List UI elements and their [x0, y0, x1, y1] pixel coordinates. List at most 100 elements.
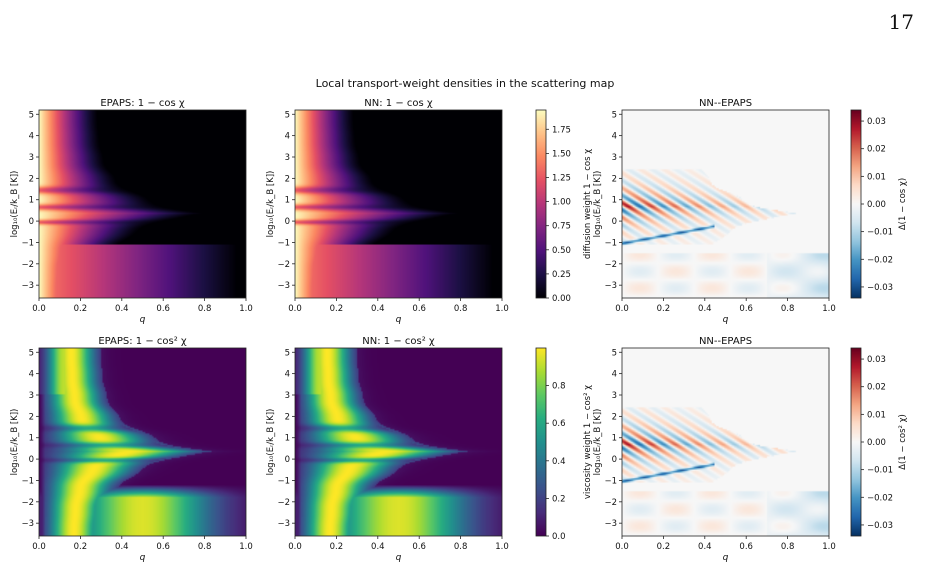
x-tick-label: 0.6: [739, 542, 753, 552]
y-tick-label: 4: [612, 132, 617, 142]
y-tick-label: −3: [604, 519, 617, 529]
y-tick-label: 5: [29, 110, 34, 120]
x-axis-label: q: [396, 315, 402, 325]
x-tick-label: 0.2: [657, 542, 671, 552]
colorbar-tick-label: 0.50: [552, 246, 571, 256]
x-tick-label: 0.0: [615, 542, 629, 552]
colorbar-5: [851, 348, 861, 536]
y-tick-label: 4: [29, 132, 34, 142]
plot-title: NN: 1 − cos χ: [364, 98, 433, 109]
y-tick-label: 5: [29, 348, 34, 358]
x-axis-label: q: [396, 553, 402, 563]
colorbar-label: Δ(1 − cos χ): [898, 178, 908, 230]
x-tick-label: 0.8: [781, 542, 795, 552]
y-tick-label: 2: [285, 412, 290, 422]
colorbar-tick-label: 0.00: [867, 438, 886, 448]
y-tick-label: 3: [612, 153, 617, 163]
y-tick-label: 3: [29, 391, 34, 401]
colorbar-1: [536, 110, 546, 298]
y-tick-label: −2: [604, 498, 617, 508]
y-tick-label: 5: [285, 110, 290, 120]
x-tick-label: 1.0: [495, 542, 509, 552]
x-tick-label: 0.2: [74, 304, 88, 314]
y-tick-label: −1: [277, 238, 290, 248]
plot-title: NN: 1 − cos² χ: [362, 336, 435, 347]
x-tick-label: 0.4: [115, 542, 129, 552]
x-axis-label: q: [140, 553, 146, 563]
y-tick-label: 5: [285, 348, 290, 358]
y-tick-label: 4: [612, 370, 617, 380]
heatmap-image-5: [622, 348, 829, 536]
y-tick-label: 0: [285, 455, 290, 465]
y-tick-label: −3: [21, 281, 34, 291]
plot-frame-1: [294, 109, 503, 299]
y-axis-label: log₁₀(Eᵣ/k_B [K]): [266, 409, 276, 476]
x-tick-label: 0.6: [739, 304, 753, 314]
colorbar-tick-label: 0.02: [867, 145, 886, 155]
colorbar-tick-label: −0.03: [867, 283, 893, 293]
x-axis-label: q: [723, 315, 729, 325]
x-tick-label: 0.6: [412, 542, 426, 552]
x-tick-label: 1.0: [239, 542, 253, 552]
x-tick-label: 0.0: [32, 304, 46, 314]
y-axis-label: log₁₀(Eᵣ/k_B [K]): [10, 171, 20, 238]
x-tick-label: 1.0: [495, 304, 509, 314]
heatmap-image-1: [295, 110, 502, 298]
y-tick-label: 0: [612, 455, 617, 465]
colorbar-2: [851, 110, 861, 298]
x-tick-label: 0.4: [371, 304, 385, 314]
colorbar-tick-label: 0.02: [867, 383, 886, 393]
colorbar-tick-label: 0.6: [552, 419, 566, 429]
y-tick-label: 2: [612, 174, 617, 184]
colorbar-tick-label: 1.75: [552, 125, 571, 135]
heatmap-image-3: [39, 348, 246, 536]
x-tick-label: 0.8: [454, 542, 468, 552]
colorbar-tick-label: 1.25: [552, 173, 571, 183]
colorbar-tick-label: 0.25: [552, 270, 571, 280]
y-axis-label: log₁₀(Eᵣ/k_B [K]): [266, 171, 276, 238]
y-tick-label: 1: [29, 434, 34, 444]
x-tick-label: 1.0: [822, 304, 836, 314]
y-tick-label: −2: [604, 260, 617, 270]
y-tick-label: −3: [277, 519, 290, 529]
colorbar-label: diffusion weight 1 − cos χ: [583, 149, 593, 259]
heatmap-image-4: [295, 348, 502, 536]
x-tick-label: 0.2: [330, 304, 344, 314]
y-tick-label: 2: [29, 412, 34, 422]
figure-suptitle: Local transport-weight densities in the …: [316, 77, 615, 90]
plot-frame-5: [621, 347, 830, 537]
x-tick-label: 1.0: [822, 542, 836, 552]
x-axis-label: q: [140, 315, 146, 325]
y-tick-label: 4: [29, 370, 34, 380]
x-tick-label: 0.6: [156, 542, 170, 552]
colorbar-tick-label: −0.03: [867, 521, 893, 531]
x-tick-label: 0.4: [698, 542, 712, 552]
colorbar-tick-label: 1.00: [552, 198, 571, 208]
y-tick-label: 3: [29, 153, 34, 163]
x-tick-label: 0.8: [198, 304, 212, 314]
colorbar-tick-label: 0.03: [867, 355, 886, 365]
colorbar-tick-label: −0.02: [867, 493, 893, 503]
y-tick-label: 2: [285, 174, 290, 184]
y-tick-label: −2: [277, 498, 290, 508]
y-tick-label: −3: [604, 281, 617, 291]
plot-title: NN--EPAPS: [699, 98, 752, 109]
y-tick-label: 4: [285, 370, 290, 380]
y-tick-label: −1: [604, 238, 617, 248]
y-tick-label: −1: [604, 476, 617, 486]
y-tick-label: −1: [277, 476, 290, 486]
x-tick-label: 0.8: [781, 304, 795, 314]
x-tick-label: 0.4: [698, 304, 712, 314]
x-tick-label: 0.8: [454, 304, 468, 314]
heatmap-image-2: [622, 110, 829, 298]
x-axis-label: q: [723, 553, 729, 563]
x-tick-label: 0.4: [115, 304, 129, 314]
y-tick-label: −3: [277, 281, 290, 291]
y-tick-label: 1: [285, 434, 290, 444]
y-tick-label: −1: [21, 238, 34, 248]
plot-frame-0: [38, 109, 247, 299]
x-tick-label: 0.0: [288, 304, 302, 314]
y-axis-label: log₁₀(Eᵣ/k_B [K]): [593, 171, 603, 238]
y-tick-label: 0: [612, 217, 617, 227]
y-tick-label: 1: [29, 196, 34, 206]
